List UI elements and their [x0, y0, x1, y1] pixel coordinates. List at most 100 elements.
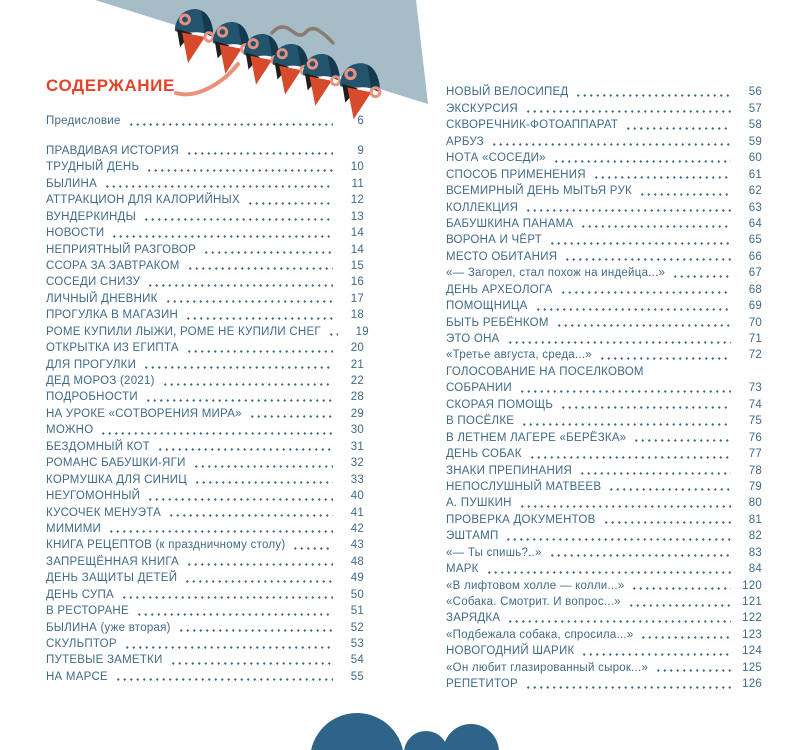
- toc-entry-label: АРБУЗ: [446, 135, 484, 148]
- toc-entry-page: 60: [748, 152, 762, 165]
- toc-entry-page: 11: [351, 177, 364, 190]
- toc-entry: ЛИЧНЫЙ ДНЕВНИК 17: [46, 288, 364, 305]
- toc-entry-label: МОЖНО: [46, 424, 94, 437]
- dot-leader: [525, 201, 731, 214]
- toc-entry-page: 122: [742, 612, 762, 625]
- toc-entry-page: 68: [748, 283, 762, 296]
- dot-leader: [524, 102, 731, 115]
- dot-leader: [548, 546, 731, 559]
- gull-curve-stroke: [270, 25, 335, 45]
- dot-leader: [651, 366, 757, 378]
- toc-list-right: НОВЫЙ ВЕЛОСИПЕД 56 ЭКСКУРСИЯ 57 СКВОРЕЧН…: [446, 82, 762, 691]
- toc-entry-label: ЭКСКУРСИЯ: [446, 102, 518, 115]
- toc-entry: НОТА «СОСЕДИ» 60: [446, 148, 762, 165]
- toc-list-left: ПРАВДИВАЯ ИСТОРИЯ 9 ТРУДНЫЙ ДЕНЬ 10 БЫЛИ…: [46, 140, 369, 683]
- toc-entry-label: МИМИМИ: [46, 522, 102, 535]
- toc-entry: ЗНАКИ ПРЕПИНАНИЯ 78: [446, 460, 762, 477]
- toc-entry-label: РОМЕ КУПИЛИ ЛЫЖИ, РОМЕ НЕ КУПИЛИ СНЕГ: [46, 325, 321, 338]
- dot-leader: [104, 177, 333, 190]
- toc-entry-label: СПОСОБ ПРИМЕНЕНИЯ: [446, 168, 586, 181]
- toc-entry-page: 54: [350, 654, 364, 667]
- toc-section-gap: [46, 127, 364, 140]
- dot-leader: [114, 670, 333, 683]
- dot-leader: [581, 645, 731, 658]
- toc-entry-page: 41: [350, 506, 364, 519]
- toc-entry-page: 66: [748, 250, 762, 263]
- toc-entry-label: БЕЗДОМНЫЙ КОТ: [46, 440, 150, 453]
- toc-entry-label: «Собака. Смотрит. И вопрос...»: [446, 596, 621, 608]
- toc-entry-page: 48: [350, 555, 364, 568]
- toc-entry-label: В ПОСЁЛКЕ: [446, 415, 515, 428]
- toc-entry-label: НОВОГОДНИЙ ШАРИК: [446, 645, 575, 658]
- toc-entry-label: СКУЛЬПТОР: [46, 638, 117, 650]
- toc-entry-page: 67: [748, 267, 762, 280]
- toc-entry: НА УРОКЕ «СОТВОРЕНИЯ МИРА» 29: [46, 403, 364, 420]
- dot-leader: [108, 522, 333, 535]
- toc-entry: РОМЕ КУПИЛИ ЛЫЖИ, РОМЕ НЕ КУПИЛИ СНЕГ 19: [46, 321, 369, 338]
- toc-entry-label: МАРК: [446, 563, 479, 576]
- toc-entry: НОВОСТИ 14: [46, 223, 364, 240]
- dot-leader: [292, 539, 333, 552]
- toc-entry-label: ДЕНЬ АРХЕОЛОГА: [446, 283, 553, 296]
- toc-entry-label: ВОРОНА И ЧЁРТ: [446, 234, 542, 247]
- toc-entry-label: ДЕНЬ СОБАК: [446, 448, 522, 461]
- hill-shape: [311, 713, 403, 750]
- toc-entry: ЗАПРЕЩЁННАЯ КНИГА 48: [46, 551, 364, 568]
- toc-entry-page: 79: [748, 480, 762, 493]
- toc-entry-label: «— Ты спишь?..»: [446, 546, 542, 559]
- toc-entry-page: 55: [350, 670, 364, 683]
- dot-leader: [164, 292, 333, 305]
- toc-entry-page: 82: [748, 530, 762, 543]
- toc-entry-page: 57: [748, 102, 762, 115]
- toc-entry-page: 17: [350, 292, 364, 305]
- toc-entry-label: РЕПЕТИТОР: [446, 678, 518, 691]
- toc-entry-label: «В лифтовом холле — колли...»: [446, 579, 625, 592]
- toc-entry-page: 65: [748, 234, 762, 247]
- toc-entry: «Собака. Смотрит. И вопрос...» 121: [446, 592, 762, 608]
- toc-entry-page: 126: [742, 678, 762, 691]
- toc-entry-label: СКВОРЕЧНИК-ФОТОАППАРАТ: [446, 119, 619, 132]
- dot-leader: [524, 678, 731, 691]
- toc-entry: НЕПОСЛУШНЫЙ МАТВЕЕВ 79: [446, 477, 762, 493]
- toc-entry-page: 125: [742, 661, 762, 674]
- toc-entry-label: А. ПУШКИН: [446, 497, 512, 510]
- dot-leader: [552, 152, 731, 165]
- bottom-illustration-hills: [311, 713, 499, 750]
- toc-entry: НЕУГОМОННЫЙ 40: [46, 486, 364, 503]
- toc-entry-page: 32: [350, 457, 364, 470]
- toc-entry: ДЕНЬ АРХЕОЛОГА 68: [446, 279, 762, 296]
- toc-entry-page: 31: [350, 440, 364, 453]
- toc-entry: ДЕНЬ СОБАК 77: [446, 444, 762, 461]
- dot-leader: [185, 342, 333, 355]
- bird-head-icon: [271, 42, 311, 96]
- toc-entry-label: ПОДРОБНОСТИ: [46, 391, 138, 404]
- toc-entry-label: НОТА «СОСЕДИ»: [446, 152, 546, 165]
- dot-leader: [625, 119, 731, 132]
- toc-entry-page: 40: [350, 490, 364, 503]
- dot-leader: [627, 596, 731, 608]
- toc-entry-label: НОВЫЙ ВЕЛОСИПЕД: [446, 86, 569, 99]
- dot-leader: [521, 415, 731, 428]
- toc-entry-page: 73: [748, 382, 762, 395]
- toc-entry-page: 50: [350, 588, 364, 601]
- toc-entry-page: 14: [350, 227, 364, 240]
- dot-leader: [168, 506, 333, 519]
- dot-leader: [638, 185, 731, 198]
- toc-entry: БАБУШКИНА ПАНАМА 64: [446, 214, 762, 230]
- bird-head-icon: [301, 52, 341, 108]
- toc-entry-label: СКОРАЯ ПОМОЩЬ: [446, 398, 554, 411]
- toc-entry-page: 63: [748, 201, 762, 214]
- toc-entry: АРБУЗ 59: [446, 131, 762, 148]
- toc-entry: «Он любит глазированный сырок...» 125: [446, 657, 762, 674]
- toc-entry-page: 21: [350, 358, 364, 371]
- toc-entry: МЕСТО ОБИТАНИЯ 66: [446, 246, 762, 263]
- dot-leader: [135, 605, 333, 618]
- dot-leader: [185, 555, 333, 568]
- toc-entry-label: ЛИЧНЫЙ ДНЕВНИК: [46, 292, 158, 305]
- toc-entry-label: Предисловие: [46, 115, 121, 128]
- toc-entry-page: 83: [748, 546, 762, 559]
- dot-leader: [143, 358, 333, 371]
- toc-entry: СКВОРЕЧНИК-ФОТОАППАРАТ 58: [446, 115, 762, 132]
- toc-entry: ДЕНЬ ЗАЩИТЫ ДЕТЕЙ 49: [46, 568, 364, 585]
- toc-entry-label: ВСЕМИРНЫЙ ДЕНЬ МЫТЬЯ РУК: [446, 185, 632, 198]
